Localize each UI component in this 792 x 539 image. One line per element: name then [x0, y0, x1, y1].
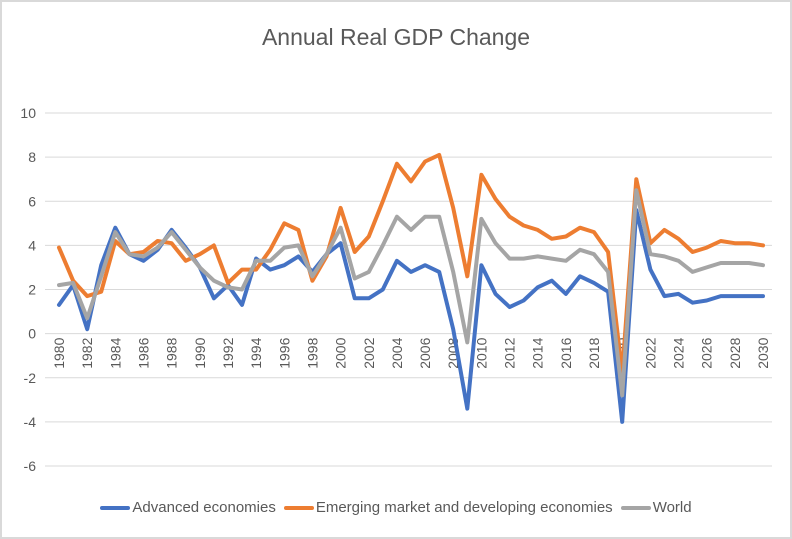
legend-label: World	[652, 499, 692, 516]
y-tick-label: 0	[28, 326, 36, 342]
x-tick-label: 2018	[586, 337, 602, 368]
x-tick-label: 2026	[699, 337, 715, 368]
x-tick-label: 2012	[502, 337, 518, 368]
y-tick-label: -4	[24, 414, 37, 430]
x-tick-label: 2006	[417, 337, 433, 368]
x-tick-label: 2000	[333, 337, 349, 368]
y-axis-ticks: 10 8 6 4 2 0 -2 -4 -6	[20, 105, 36, 474]
chart-title: Annual Real GDP Change	[261, 24, 531, 50]
x-tick-label: 1982	[79, 337, 95, 368]
y-tick-label: -6	[24, 458, 37, 474]
x-tick-label: 2024	[671, 337, 687, 368]
x-tick-label: 2016	[558, 337, 574, 368]
gridlines	[45, 112, 772, 467]
legend-item: Advanced economies	[100, 499, 276, 516]
x-tick-label: 1986	[135, 337, 151, 368]
y-tick-label: 10	[20, 105, 36, 121]
x-tick-label: 1980	[51, 337, 67, 368]
x-tick-label: 2030	[755, 337, 771, 368]
x-tick-label: 2014	[530, 337, 546, 368]
y-tick-label: 6	[28, 193, 36, 209]
y-tick-label: 4	[28, 237, 36, 253]
legend-swatch	[283, 505, 314, 510]
legend: Advanced economies Emerging market and de…	[2, 499, 790, 516]
x-tick-label: 2002	[361, 337, 377, 368]
legend-swatch	[620, 505, 651, 510]
legend-item: Emerging market and developing economies	[283, 499, 613, 516]
x-tick-label: 2022	[642, 337, 658, 368]
x-tick-label: 1996	[276, 337, 292, 368]
y-tick-label: 8	[28, 149, 36, 165]
legend-item: World	[620, 499, 692, 516]
x-tick-label: 1988	[164, 337, 180, 368]
x-tick-label: 1994	[248, 337, 264, 368]
x-tick-label: 2010	[473, 337, 489, 368]
x-tick-label: 2004	[389, 337, 405, 368]
x-tick-label: 1998	[304, 337, 320, 368]
legend-label: Emerging market and developing economies	[315, 499, 613, 516]
x-tick-label: 1990	[192, 337, 208, 368]
x-axis-ticks: 1980 1982 1984 1986 1988 1990 1992 1994 1996 1998…	[51, 337, 771, 368]
y-tick-label: 2	[28, 282, 36, 298]
series-line-emerging-market-and-developing-economies	[57, 152, 765, 376]
x-tick-label: 2028	[727, 337, 743, 368]
series-line-world	[57, 188, 765, 398]
series-lines	[57, 152, 765, 424]
x-tick-label: 1992	[220, 337, 236, 368]
legend-swatch	[100, 505, 131, 510]
x-tick-label: 1984	[107, 337, 123, 368]
y-tick-label: -2	[24, 370, 37, 386]
legend-label: Advanced economies	[132, 499, 276, 516]
